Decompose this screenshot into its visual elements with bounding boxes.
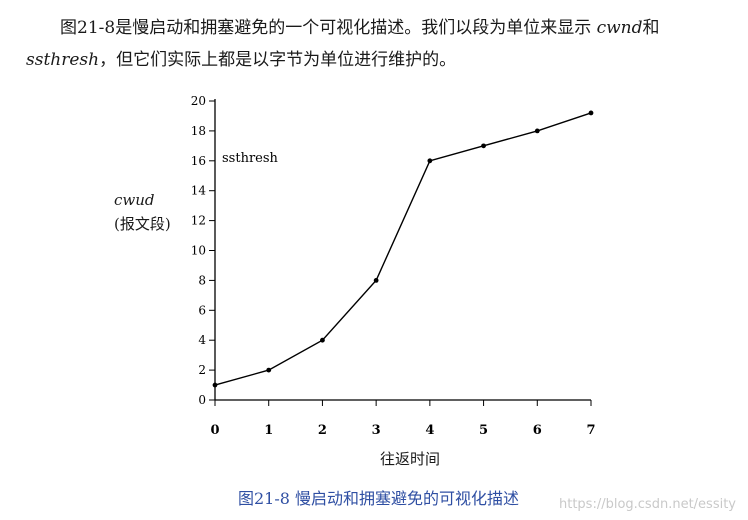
data-point (427, 158, 433, 164)
data-point (373, 278, 379, 283)
x-tick-label: 6 (533, 423, 542, 438)
x-axis-label: 往返时间 (380, 450, 441, 468)
y-tick-label: 20 (191, 94, 206, 108)
x-tick-label: 1 (264, 423, 273, 438)
y-tick-label: 12 (191, 214, 206, 228)
series-line (214, 112, 592, 386)
y-axis-label-unit: (报文段) (114, 215, 171, 233)
y-tick-label: 14 (191, 184, 207, 198)
data-point (212, 382, 218, 388)
y-tick-label: 2 (198, 363, 206, 377)
y-axis-label-var: cwud (114, 191, 155, 209)
data-point (481, 143, 486, 149)
y-tick-label: 10 (191, 244, 206, 258)
x-tick-label: 2 (318, 423, 327, 438)
x-tick-label: 0 (210, 423, 219, 438)
x-tick-label: 4 (425, 423, 434, 438)
paragraph-text-1: 图21-8是慢启动和拥塞避免的一个可视化描述。我们以段为单位来显示 (60, 18, 592, 38)
y-tick-label: 0 (198, 393, 206, 407)
data-point (588, 110, 594, 116)
y-tick-label: 18 (191, 124, 206, 138)
data-point (534, 128, 540, 134)
paragraph-var-cwnd: cwnd (596, 18, 643, 38)
x-tick-label: 5 (479, 423, 488, 438)
body-paragraph: 图21-8是慢启动和拥塞避免的一个可视化描述。我们以段为单位来显示 cwnd和 s… (26, 12, 736, 76)
y-axis-label: cwud (报文段) (114, 188, 171, 236)
paragraph-text-2: 和 (642, 18, 660, 38)
ssthresh-annotation: ssthresh (222, 151, 279, 166)
y-tick-label: 8 (198, 273, 206, 287)
paragraph-var-ssthresh: ssthresh (26, 50, 100, 70)
data-point (266, 367, 272, 373)
x-tick-label: 3 (372, 423, 381, 438)
paragraph-text-3: ，但它们实际上都是以字节为单位进行维护的。 (99, 50, 457, 70)
y-tick-label: 6 (198, 303, 206, 317)
y-tick-label: 4 (198, 333, 206, 347)
figure-caption: 图21-8 慢启动和拥塞避免的可视化描述 (238, 489, 520, 508)
chart-marks: ssthresh (212, 110, 594, 388)
y-tick-label: 16 (191, 154, 206, 168)
x-tick-label: 7 (586, 423, 595, 438)
watermark: https://blog.csdn.net/essity (558, 497, 736, 512)
data-point (320, 337, 325, 343)
